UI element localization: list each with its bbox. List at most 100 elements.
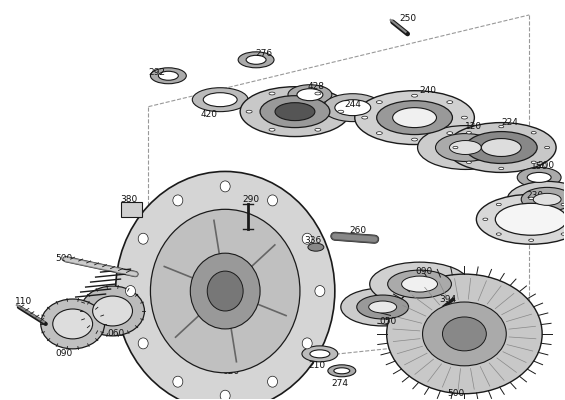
Ellipse shape — [302, 338, 312, 349]
Ellipse shape — [521, 187, 565, 211]
Text: 260: 260 — [350, 226, 367, 235]
Ellipse shape — [269, 92, 275, 95]
Ellipse shape — [302, 233, 312, 244]
Ellipse shape — [355, 91, 475, 144]
Ellipse shape — [496, 203, 501, 206]
Ellipse shape — [269, 128, 275, 131]
Ellipse shape — [533, 193, 561, 205]
Text: 336: 336 — [304, 236, 321, 245]
Text: 276: 276 — [255, 49, 272, 58]
Ellipse shape — [561, 233, 565, 235]
Ellipse shape — [466, 132, 537, 164]
Ellipse shape — [545, 146, 550, 149]
Ellipse shape — [529, 197, 534, 200]
Ellipse shape — [529, 239, 534, 242]
Ellipse shape — [328, 365, 356, 377]
Ellipse shape — [41, 299, 105, 349]
Text: 394: 394 — [440, 295, 457, 304]
Ellipse shape — [411, 94, 418, 97]
Text: 110: 110 — [15, 297, 32, 306]
Ellipse shape — [315, 286, 325, 296]
Ellipse shape — [393, 108, 437, 128]
Ellipse shape — [531, 132, 536, 134]
Ellipse shape — [369, 301, 397, 313]
Ellipse shape — [275, 103, 315, 121]
Ellipse shape — [310, 350, 330, 358]
Ellipse shape — [462, 116, 467, 119]
Text: 230: 230 — [526, 191, 544, 200]
Ellipse shape — [297, 89, 323, 101]
Ellipse shape — [338, 110, 344, 113]
Ellipse shape — [388, 270, 451, 298]
Ellipse shape — [483, 218, 488, 220]
Ellipse shape — [436, 134, 496, 162]
Ellipse shape — [268, 195, 277, 206]
Bar — [120, 202, 142, 217]
Ellipse shape — [240, 87, 350, 136]
Ellipse shape — [496, 203, 565, 235]
Text: 292: 292 — [149, 68, 166, 77]
Text: 200: 200 — [537, 162, 554, 170]
Ellipse shape — [125, 286, 136, 296]
Text: 210: 210 — [308, 361, 325, 370]
Text: 244: 244 — [345, 100, 362, 109]
Ellipse shape — [561, 203, 565, 206]
Ellipse shape — [93, 296, 132, 326]
Ellipse shape — [476, 194, 565, 244]
Text: 428: 428 — [308, 82, 325, 91]
Ellipse shape — [203, 93, 237, 107]
Ellipse shape — [481, 138, 521, 156]
Ellipse shape — [190, 253, 260, 329]
Ellipse shape — [447, 101, 453, 104]
Ellipse shape — [150, 209, 300, 373]
Ellipse shape — [158, 71, 179, 80]
Ellipse shape — [173, 376, 183, 387]
Ellipse shape — [260, 96, 330, 128]
Ellipse shape — [173, 195, 183, 206]
Ellipse shape — [402, 276, 437, 292]
Text: 150: 150 — [531, 162, 549, 172]
Text: 290: 290 — [242, 195, 259, 204]
Text: 020: 020 — [222, 367, 240, 376]
Ellipse shape — [507, 182, 565, 217]
Ellipse shape — [268, 376, 277, 387]
Ellipse shape — [220, 390, 230, 400]
Ellipse shape — [308, 243, 324, 251]
Ellipse shape — [423, 302, 506, 366]
Text: 090: 090 — [416, 267, 433, 276]
Ellipse shape — [335, 100, 371, 116]
Text: 420: 420 — [200, 110, 218, 119]
Ellipse shape — [116, 172, 335, 400]
Ellipse shape — [496, 233, 501, 235]
Ellipse shape — [362, 116, 368, 119]
Ellipse shape — [315, 92, 321, 95]
Ellipse shape — [315, 128, 321, 131]
Ellipse shape — [323, 94, 383, 122]
Text: 090: 090 — [56, 349, 73, 358]
Ellipse shape — [376, 101, 383, 104]
Ellipse shape — [357, 295, 408, 319]
Ellipse shape — [376, 132, 383, 134]
Text: 050: 050 — [380, 317, 397, 326]
Ellipse shape — [246, 55, 266, 64]
Ellipse shape — [53, 309, 93, 339]
Ellipse shape — [288, 85, 332, 105]
Text: 500: 500 — [56, 254, 73, 263]
Text: 120: 120 — [466, 122, 483, 131]
Ellipse shape — [138, 338, 148, 349]
Ellipse shape — [411, 138, 418, 141]
Ellipse shape — [81, 286, 145, 336]
Ellipse shape — [466, 161, 471, 164]
Text: 500: 500 — [447, 389, 464, 398]
Ellipse shape — [238, 52, 274, 68]
Ellipse shape — [341, 288, 424, 326]
Ellipse shape — [517, 168, 561, 187]
Ellipse shape — [386, 274, 542, 394]
Ellipse shape — [377, 101, 453, 134]
Ellipse shape — [138, 233, 148, 244]
Ellipse shape — [192, 88, 248, 112]
Ellipse shape — [499, 125, 504, 128]
Ellipse shape — [442, 317, 486, 351]
Text: 380: 380 — [120, 195, 138, 204]
Ellipse shape — [447, 132, 453, 134]
